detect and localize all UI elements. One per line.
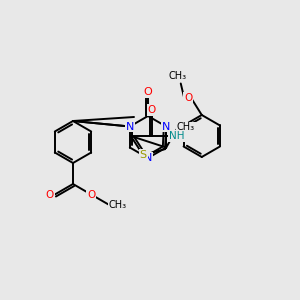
- Text: N: N: [162, 122, 170, 131]
- Text: O: O: [184, 93, 192, 103]
- Text: O: O: [144, 87, 152, 97]
- Text: CH₃: CH₃: [177, 122, 195, 132]
- Text: NH: NH: [169, 131, 184, 141]
- Text: O: O: [87, 190, 95, 200]
- Text: O: O: [148, 105, 156, 115]
- Text: O: O: [46, 190, 54, 200]
- Text: N: N: [126, 122, 134, 131]
- Text: CH₃: CH₃: [169, 71, 187, 82]
- Text: CH₃: CH₃: [108, 200, 126, 210]
- Text: S: S: [140, 150, 147, 160]
- Text: N: N: [144, 153, 152, 163]
